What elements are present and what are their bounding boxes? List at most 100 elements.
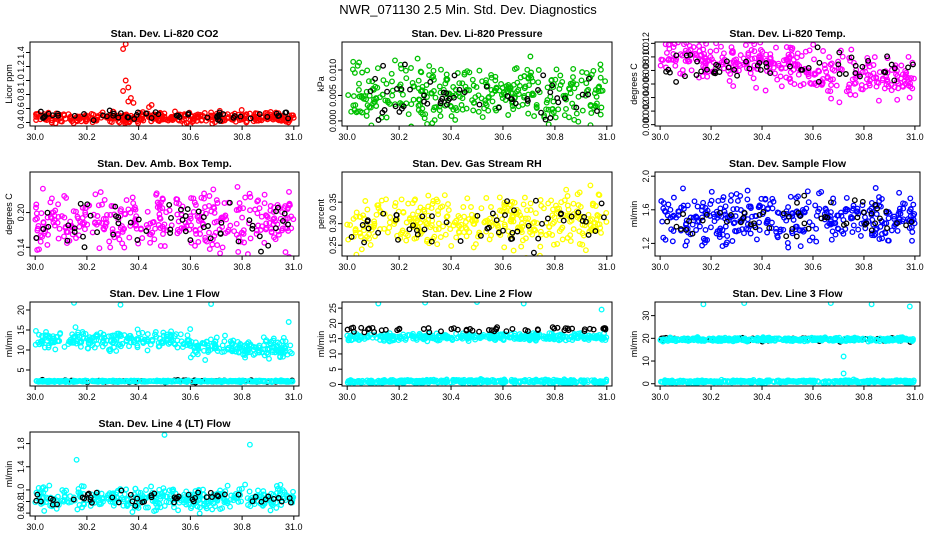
point-magenta [748, 47, 755, 53]
point-black [285, 115, 292, 122]
point-magenta [899, 71, 906, 78]
x-tick-label: 30.0 [338, 132, 356, 142]
x-tick-label: 30.6 [494, 132, 512, 142]
point-black [33, 235, 40, 241]
point-black [872, 201, 879, 208]
data-points [344, 302, 610, 386]
point-black [686, 218, 693, 224]
point-yellow [463, 233, 470, 240]
point-blue [680, 202, 687, 209]
point-green [403, 75, 410, 82]
point-black [503, 328, 510, 335]
point-cyan [67, 339, 74, 346]
point-green [470, 107, 477, 114]
point-green [525, 74, 532, 81]
point-magenta [208, 208, 215, 215]
point-blue [756, 219, 763, 226]
point-blue [719, 197, 726, 204]
point-magenta [214, 242, 221, 249]
point-magenta [237, 238, 244, 245]
point-red [290, 114, 297, 121]
y-tick-label: 0.14 [16, 239, 26, 257]
point-magenta [261, 239, 268, 246]
point-cyan [117, 331, 124, 338]
point-black [413, 227, 420, 234]
point-magenta [139, 235, 146, 242]
point-cyan [880, 377, 887, 384]
chart-panel-3: Stan. Dev. Li-820 Temp.30.0 30.2 30.4 30.6 3… [629, 28, 924, 142]
point-outlier [208, 302, 215, 307]
point-black [767, 70, 774, 77]
point-black [665, 66, 672, 73]
point-blue [773, 228, 780, 235]
point-magenta [81, 226, 88, 233]
point-green [509, 90, 516, 97]
x-tick-label: 30.4 [753, 132, 771, 142]
point-blue [769, 195, 776, 202]
point-black [41, 113, 48, 120]
point-yellow [518, 243, 525, 250]
point-magenta [153, 191, 160, 198]
point-yellow [546, 223, 553, 230]
point-magenta [209, 241, 216, 248]
point-black [476, 328, 483, 335]
point-cyan [854, 378, 861, 385]
point-magenta [827, 88, 834, 95]
point-green [354, 108, 361, 115]
point-cyan-high [864, 335, 871, 342]
point-magenta [268, 228, 275, 235]
point-black [582, 218, 589, 225]
point-magenta [906, 94, 913, 101]
point-black [723, 218, 730, 225]
point-cyan-low [430, 376, 437, 383]
point-green [351, 69, 358, 76]
x-tick-label: 31.0 [285, 262, 303, 272]
point-cyan-low [192, 378, 199, 385]
point-cyan [32, 341, 39, 348]
point-blue [826, 220, 833, 227]
point-black [372, 75, 379, 82]
point-black [237, 113, 244, 120]
point-blue [737, 192, 744, 199]
point-blue [829, 228, 836, 235]
point-green [510, 81, 517, 88]
point-blue [785, 244, 792, 251]
point-magenta [147, 239, 154, 246]
point-blue [818, 188, 825, 195]
point-green [587, 103, 594, 110]
point-cyan-low [501, 377, 508, 384]
point-magenta [64, 240, 70, 247]
point-black [369, 324, 376, 331]
x-tick-label: 31.0 [285, 392, 303, 402]
point-magenta [751, 55, 758, 62]
point-black [461, 89, 468, 96]
point-yellow [551, 214, 558, 221]
point-cyan [191, 348, 198, 355]
point-magenta [257, 227, 264, 233]
point-yellow [441, 192, 448, 199]
point-magenta [55, 235, 62, 242]
point-black [406, 226, 413, 233]
point-blue [855, 226, 862, 233]
point-cyan [184, 338, 191, 344]
point-black [392, 103, 399, 110]
point-black [495, 104, 502, 111]
point-black [235, 238, 242, 245]
point-cyan [266, 355, 272, 362]
point-magenta [50, 219, 57, 226]
point-black [367, 88, 374, 95]
point-magenta [99, 220, 105, 227]
point-magenta [192, 242, 198, 249]
point-magenta [824, 73, 831, 80]
point-green [598, 88, 604, 95]
point-magenta [267, 203, 274, 209]
point-black [71, 229, 78, 235]
point-cyan-low [247, 378, 254, 385]
point-outlier [520, 302, 527, 307]
point-magenta [766, 55, 773, 62]
point-blue [722, 223, 729, 230]
point-blue [849, 229, 856, 236]
point-cyan-low [139, 378, 146, 385]
point-yellow [520, 201, 527, 208]
point-green [426, 62, 433, 69]
